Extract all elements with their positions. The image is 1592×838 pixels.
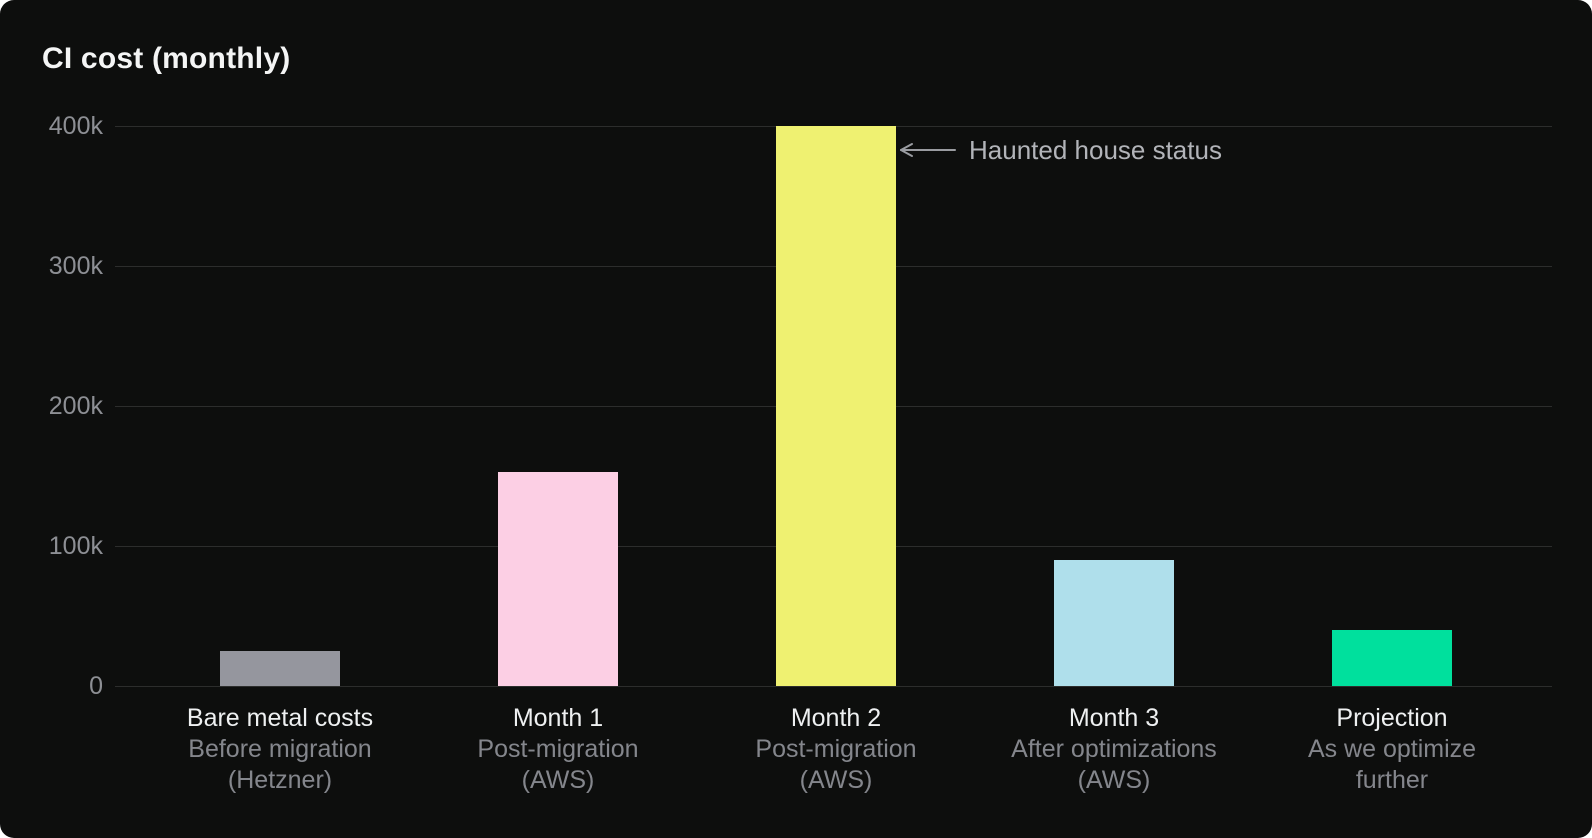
bar-column-month-3 [975, 126, 1253, 686]
x-label-sub: further [1355, 766, 1429, 794]
y-tick-label-100k: 100k [48, 532, 103, 560]
x-label-main: Projection [1336, 704, 1448, 732]
bar-month-3 [1054, 560, 1174, 686]
annotation-text: Haunted house status [969, 134, 1222, 165]
y-tick-label-200k: 200k [48, 392, 103, 420]
x-label-main: Month 3 [1068, 704, 1160, 732]
x-label-main: Month 1 [512, 704, 604, 732]
x-label-month-3: Month 3 After optimizations (AWS) [975, 703, 1253, 796]
x-label-main: Bare metal costs [186, 704, 374, 732]
gridline-0 [115, 686, 1552, 687]
x-label-month-2: Month 2 Post-migration (AWS) [697, 703, 975, 796]
bar-column-bare-metal-costs [141, 126, 419, 686]
bar-bare-metal-costs [220, 651, 340, 686]
x-label-month-1: Month 1 Post-migration (AWS) [419, 703, 697, 796]
bar-projection [1332, 630, 1452, 686]
left-arrow-icon [900, 143, 956, 157]
x-label-bare-metal-costs: Bare metal costs Before migration (Hetzner… [141, 703, 419, 796]
chart-title: CI cost (monthly) [42, 42, 291, 75]
bar-month-1 [498, 471, 618, 686]
x-label-projection: Projection As we optimize further [1253, 703, 1531, 796]
x-label-sub: (AWS) [521, 766, 595, 794]
x-label-sub: As we optimize [1307, 735, 1477, 763]
annotation: Haunted house status [895, 135, 1222, 165]
x-label-main: Month 2 [790, 704, 882, 732]
x-label-sub: Post-migration [755, 735, 917, 763]
x-label-sub: (AWS) [1077, 766, 1151, 794]
x-label-sub: Before migration [188, 735, 372, 763]
x-label-sub: (AWS) [799, 766, 873, 794]
y-tick-label-300k: 300k [48, 252, 103, 280]
bar-column-projection [1253, 126, 1531, 686]
x-label-sub: Post-migration [477, 735, 639, 763]
plot-area [141, 126, 1531, 686]
x-label-sub: After optimizations [1011, 735, 1217, 763]
bar-month-2 [776, 126, 896, 686]
y-tick-label-400k: 400k [48, 112, 103, 140]
bar-column-month-2 [697, 126, 975, 686]
x-axis-labels: Bare metal costs Before migration (Hetzner… [141, 703, 1531, 796]
y-tick-label-0: 0 [89, 672, 103, 700]
bar-column-month-1 [419, 126, 697, 686]
x-label-sub: (Hetzner) [227, 766, 333, 794]
